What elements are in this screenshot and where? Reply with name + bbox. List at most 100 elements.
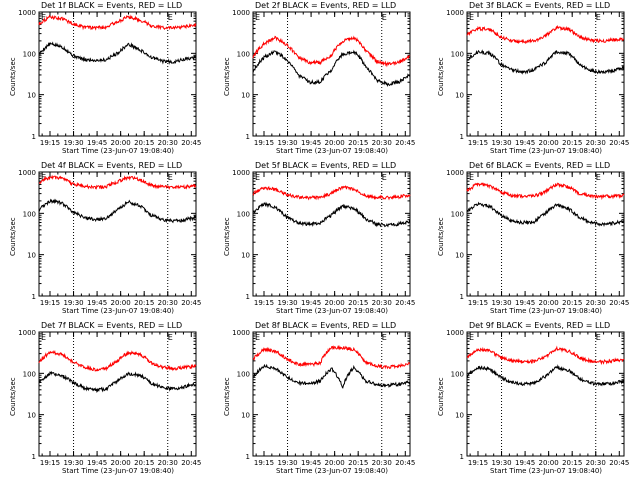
y-tick-label: 10: [241, 412, 250, 420]
x-tick-label: 20:45: [181, 459, 201, 467]
x-tick-label: 19:15: [254, 139, 274, 147]
plot-frame: [252, 171, 411, 297]
event-marker-label: E: [168, 333, 173, 342]
plot-frame: [466, 331, 625, 457]
x-axis-label: Start Time (23-Jun-07 19:08:40): [490, 147, 602, 155]
series-line-events: [38, 198, 197, 224]
chart-panel-3: Det 3f BLACK = Events, RED = LLD Counts/s…: [428, 0, 640, 160]
x-tick-label: 20:15: [134, 139, 154, 147]
event-marker-label: E: [382, 173, 387, 182]
x-axis-label: Start Time (23-Jun-07 19:08:40): [490, 467, 602, 475]
plot-svg: 1 10 100 1000 19:15 19:30 19:45 20:00 20:15 20:30…: [18, 329, 201, 467]
chart-panel-6: Det 6f BLACK = Events, RED = LLD Counts/s…: [428, 160, 640, 320]
y-tick-label: 1000: [18, 329, 36, 337]
x-tick-label: 20:45: [395, 459, 415, 467]
x-axis-label: Start Time (23-Jun-07 19:08:40): [62, 147, 174, 155]
x-tick-label: 20:00: [111, 459, 131, 467]
y-tick-label: 1000: [232, 9, 250, 17]
x-tick-label: 19:45: [301, 459, 321, 467]
y-tick-label: 1: [32, 293, 36, 301]
event-marker-label: E: [168, 13, 173, 22]
y-tick-label: 100: [451, 50, 464, 58]
y-tick-label: 100: [451, 210, 464, 218]
x-tick-label: 20:15: [562, 299, 582, 307]
y-tick-label: 1000: [18, 169, 36, 177]
x-tick-label: 19:45: [301, 139, 321, 147]
series-line-lld: [38, 350, 197, 372]
x-tick-label: 20:45: [609, 299, 629, 307]
event-marker-label: E: [41, 173, 46, 182]
series-line-lld: [466, 182, 625, 201]
x-tick-label: 19:45: [515, 139, 535, 147]
x-tick-label: 19:30: [491, 299, 511, 307]
x-tick-label: 20:15: [134, 459, 154, 467]
series-line-events: [466, 49, 625, 75]
x-tick-label: 19:15: [40, 299, 60, 307]
y-tick-label: 100: [237, 50, 250, 58]
y-tick-label: 10: [27, 252, 36, 260]
event-marker-label: E: [469, 13, 474, 22]
x-tick-label: 19:30: [491, 139, 511, 147]
plot-svg: 1 10 100 1000 19:15 19:30 19:45 20:00 20:15 20:30…: [446, 169, 629, 307]
x-axis-label: Start Time (23-Jun-07 19:08:40): [62, 307, 174, 315]
y-tick-label: 10: [241, 252, 250, 260]
x-tick-label: 20:30: [158, 459, 178, 467]
x-axis-label: Start Time (23-Jun-07 19:08:40): [276, 147, 388, 155]
series-line-lld: [38, 174, 197, 190]
x-axis-label: Start Time (23-Jun-07 19:08:40): [490, 307, 602, 315]
event-marker-label: E: [596, 173, 601, 182]
x-tick-label: 19:15: [254, 299, 274, 307]
x-tick-label: 20:15: [134, 299, 154, 307]
x-tick-label: 20:15: [562, 459, 582, 467]
x-tick-label: 19:30: [277, 299, 297, 307]
series-line-events: [252, 363, 411, 389]
x-tick-label: 19:15: [468, 139, 488, 147]
chart-title: Det 4f BLACK = Events, RED = LLD: [41, 161, 183, 170]
series-line-events: [252, 49, 411, 87]
y-tick-label: 1: [246, 133, 250, 141]
x-tick-label: 20:45: [395, 139, 415, 147]
y-tick-label: 100: [23, 370, 36, 378]
plot-svg: 1 10 100 1000 19:15 19:30 19:45 20:00 20:15 20:30…: [18, 9, 201, 147]
x-tick-label: 19:45: [515, 299, 535, 307]
chart-title: Det 5f BLACK = Events, RED = LLD: [255, 161, 397, 170]
y-tick-label: 10: [27, 412, 36, 420]
y-tick-label: 100: [237, 370, 250, 378]
x-axis-label: Start Time (23-Jun-07 19:08:40): [276, 307, 388, 315]
x-tick-label: 19:45: [301, 299, 321, 307]
x-tick-label: 20:30: [158, 139, 178, 147]
x-tick-label: 20:45: [395, 299, 415, 307]
plot-svg: 1 10 100 1000 19:15 19:30 19:45 20:00 20:15 20:30…: [232, 9, 415, 147]
x-tick-label: 20:30: [372, 459, 392, 467]
x-tick-label: 20:15: [562, 139, 582, 147]
plot-frame: [466, 11, 625, 137]
event-marker-label: E: [41, 333, 46, 342]
event-marker-label: E: [255, 333, 260, 342]
y-tick-label: 1000: [446, 169, 464, 177]
y-tick-label: 10: [455, 412, 464, 420]
y-tick-label: 1: [32, 133, 36, 141]
chart-title: Det 8f BLACK = Events, RED = LLD: [255, 321, 397, 330]
x-tick-label: 20:15: [348, 139, 368, 147]
y-tick-label: 1: [460, 293, 464, 301]
y-tick-label: 1: [460, 453, 464, 461]
plot-frame: [38, 11, 197, 137]
event-marker-label: E: [255, 173, 260, 182]
y-tick-label: 1000: [18, 9, 36, 17]
chart-panel-1: Det 1f BLACK = Events, RED = LLD Counts/s…: [0, 0, 212, 160]
x-tick-label: 20:45: [609, 459, 629, 467]
series-line-events: [38, 41, 197, 65]
event-marker-label: E: [168, 173, 173, 182]
x-tick-label: 20:00: [111, 139, 131, 147]
x-tick-label: 19:15: [468, 299, 488, 307]
x-tick-label: 19:15: [254, 459, 274, 467]
series-line-lld: [252, 185, 411, 201]
x-tick-label: 20:45: [181, 299, 201, 307]
y-tick-label: 10: [455, 92, 464, 100]
series-line-events: [38, 370, 197, 394]
x-tick-label: 19:15: [40, 459, 60, 467]
x-tick-label: 20:30: [586, 139, 606, 147]
series-line-lld: [38, 14, 197, 31]
event-marker-label: E: [596, 333, 601, 342]
